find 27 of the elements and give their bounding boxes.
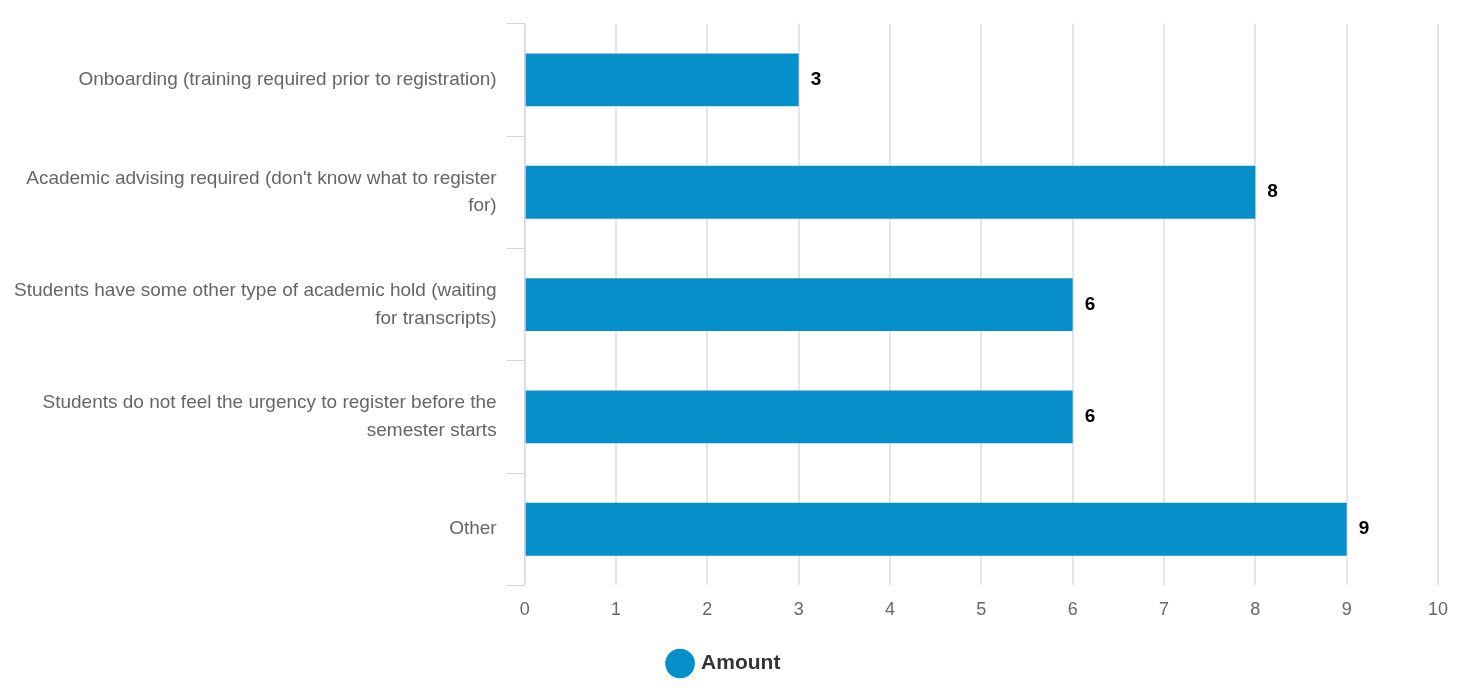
x-tick-label: 1 bbox=[610, 599, 621, 620]
legend-label: Amount bbox=[701, 650, 781, 674]
x-tick-label: 3 bbox=[793, 599, 804, 620]
bar bbox=[525, 502, 1347, 556]
x-tick-label: 0 bbox=[519, 599, 530, 620]
data-label: 6 bbox=[1084, 292, 1096, 314]
bar bbox=[525, 165, 1256, 219]
x-tick-label: 2 bbox=[702, 599, 713, 620]
x-tick-label: 4 bbox=[884, 599, 895, 620]
data-label: 6 bbox=[1084, 405, 1096, 427]
x-tick-label: 8 bbox=[1250, 599, 1261, 620]
bar bbox=[525, 278, 1073, 331]
bar bbox=[525, 390, 1073, 444]
bar bbox=[525, 53, 799, 107]
y-tick-label: Academic advising required (don't know what to register for) bbox=[26, 166, 498, 216]
x-tick-label: 10 bbox=[1427, 599, 1448, 620]
y-tick-label: Other bbox=[449, 517, 498, 539]
x-tick-label: 9 bbox=[1341, 599, 1352, 620]
data-label: 3 bbox=[810, 68, 822, 90]
x-tick-label: 5 bbox=[976, 599, 987, 620]
y-tick-label: Students have some other type of academic hold (waiting for transcripts) bbox=[13, 279, 497, 328]
x-tick-label: 7 bbox=[1158, 599, 1169, 620]
y-tick-label: Students do not feel the urgency to register before the semester starts bbox=[42, 391, 497, 440]
data-label: 8 bbox=[1267, 180, 1278, 202]
y-tick-label: Onboarding (training required prior to registration) bbox=[78, 68, 497, 90]
data-label: 9 bbox=[1358, 517, 1370, 539]
x-tick-label: 6 bbox=[1067, 599, 1078, 620]
